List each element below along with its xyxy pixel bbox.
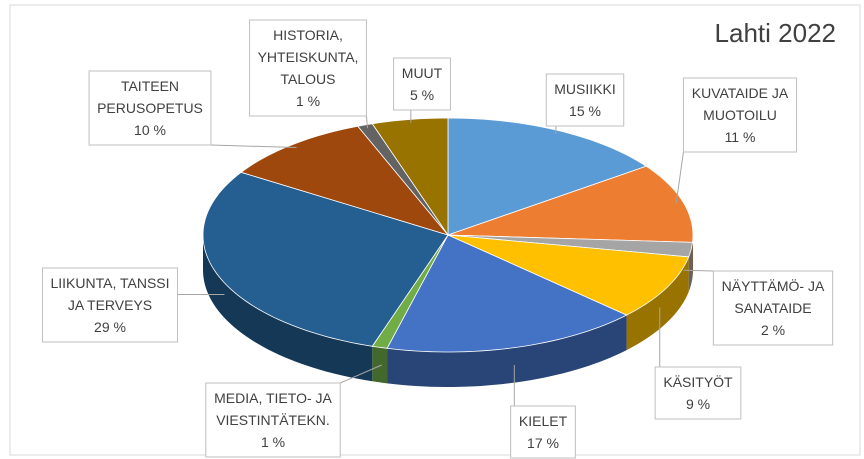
label-box (249, 19, 367, 117)
value-label: 2 % (761, 322, 785, 338)
slice (447, 234, 690, 316)
value-label: 9 % (686, 396, 710, 412)
category-line: VIESTINTÄTEKN. (216, 412, 330, 428)
value-label: 5 % (410, 87, 434, 103)
category-label: HISTORIA, YHTEISKUNTA, TALOUS (258, 27, 359, 87)
category-label: KUVATAIDE JA MUOTOILU (692, 85, 789, 123)
chart-title: Lahti 2022 (715, 18, 836, 48)
category-line: MEDIA, TIETO- JA (214, 390, 332, 406)
value-label: 17 % (527, 435, 559, 451)
data-label: MUUT 5 % (393, 57, 451, 123)
category-line: MUUT (402, 65, 443, 81)
slice-side (372, 346, 388, 384)
category-line: JA TERVEYS (68, 297, 152, 313)
category-line: YHTEISKUNTA, (258, 49, 359, 65)
value-label: 1 % (296, 93, 320, 109)
value-label: 1 % (261, 434, 285, 450)
slice (371, 117, 449, 237)
label-box (682, 77, 798, 153)
data-label: MEDIA, TIETO- JA VIESTINTÄTEKN. 1 % (205, 364, 382, 458)
data-label: MUSIIKKI 15 % (545, 73, 625, 134)
category-line: KUVATAIDE JA (692, 85, 789, 101)
data-label: KIELET 17 % (510, 364, 576, 459)
category-line: PERUSOPETUS (97, 100, 203, 116)
category-label: LIIKUNTA, TANSSI JA TERVEYS (50, 275, 169, 313)
category-label: MUSIIKKI (554, 81, 615, 97)
label-box (712, 270, 834, 346)
category-line: SANATAIDE (734, 300, 811, 316)
value-label: 29 % (94, 319, 126, 335)
data-label: TAITEEN PERUSOPETUS 10 % (88, 70, 297, 149)
leader-line (675, 151, 684, 204)
category-label: KIELET (519, 413, 568, 429)
label-box (654, 366, 742, 420)
leader-line (339, 364, 382, 384)
category-label: NÄYTTÄMÖ- JA SANATAIDE (722, 277, 825, 316)
category-line: LIIKUNTA, TANSSI (50, 275, 169, 291)
data-label: KUVATAIDE JA MUOTOILU 11 % (675, 77, 798, 204)
slice-side (387, 315, 627, 387)
data-label: LIIKUNTA, TANSSI JA TERVEYS 29 % (41, 267, 225, 343)
label-box (41, 267, 179, 343)
slice (447, 117, 648, 236)
label-box (510, 405, 576, 459)
slice-side (626, 256, 689, 351)
data-label: HISTORIA, YHTEISKUNTA, TALOUS 1 % (249, 19, 368, 129)
category-label: MEDIA, TIETO- JA VIESTINTÄTEKN. (214, 390, 332, 428)
label-box (393, 57, 451, 111)
category-line: NÄYTTÄMÖ- JA (722, 277, 825, 294)
slice (202, 171, 449, 347)
data-label: KÄSITYÖT 9 % (654, 307, 742, 420)
slice-side (203, 235, 373, 382)
category-line: MUOTOILU (703, 107, 777, 123)
category-line: KÄSITYÖT (663, 373, 733, 390)
category-label: TAITEEN PERUSOPETUS (97, 78, 203, 116)
category-line: HISTORIA, (273, 27, 343, 43)
data-label: NÄYTTÄMÖ- JA SANATAIDE 2 % (683, 269, 834, 346)
category-line: KIELET (519, 413, 568, 429)
slice (386, 234, 628, 353)
leader-line (365, 115, 368, 129)
category-line: TAITEEN (121, 78, 179, 94)
value-label: 11 % (725, 129, 756, 145)
leader-line (210, 144, 297, 149)
label-box (88, 70, 212, 146)
label-box (545, 73, 625, 127)
label-box (205, 382, 341, 458)
leader-line (683, 269, 714, 272)
value-label: 15 % (569, 103, 601, 119)
category-label: MUUT (402, 65, 443, 81)
category-label: KÄSITYÖT (663, 373, 733, 390)
slice (240, 125, 450, 236)
value-label: 10 % (134, 122, 166, 138)
category-line: MUSIIKKI (554, 81, 615, 97)
slice (447, 165, 694, 243)
category-line: TALOUS (281, 71, 336, 87)
